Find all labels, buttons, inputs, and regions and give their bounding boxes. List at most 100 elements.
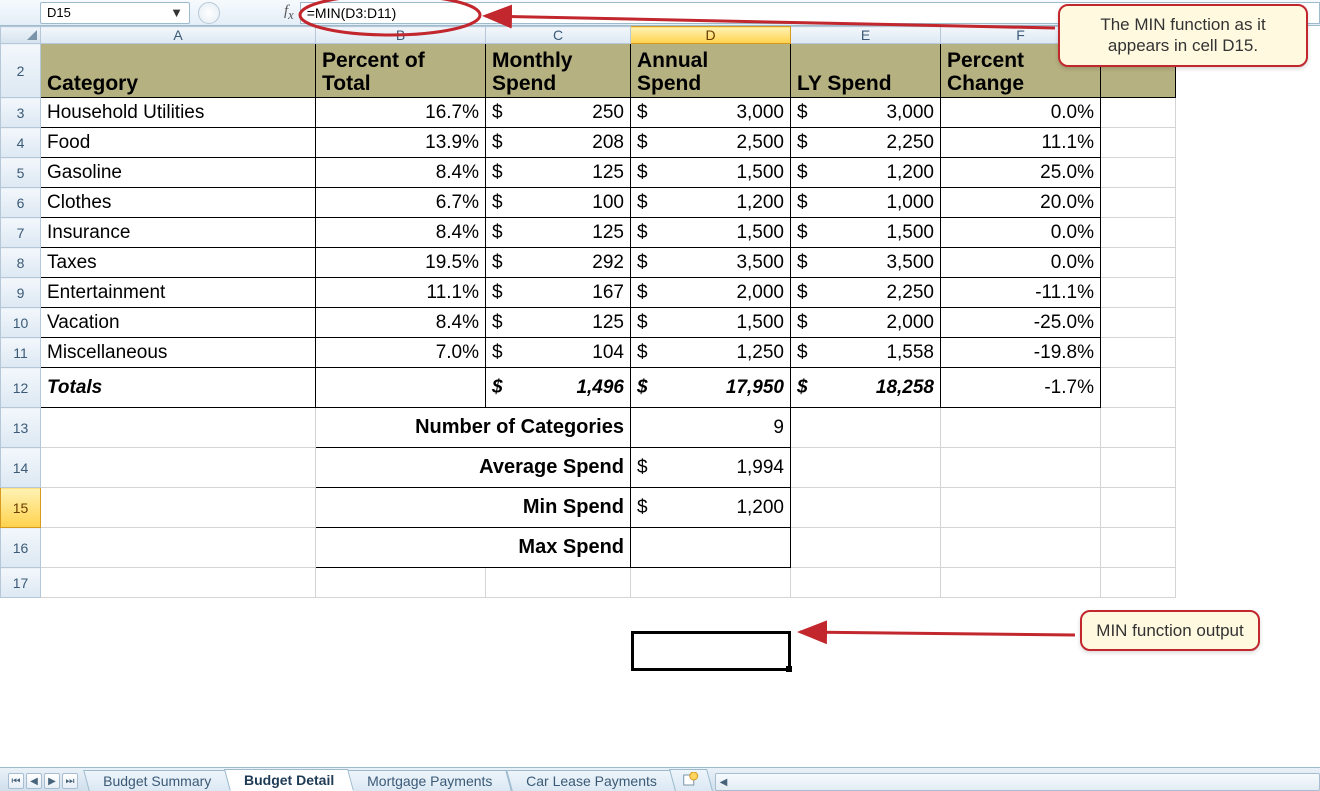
row-gutter-7[interactable]: 7	[1, 218, 41, 248]
cell-E13[interactable]	[791, 408, 941, 448]
new-sheet-tab[interactable]	[669, 769, 713, 791]
cell-D13[interactable]: 9	[631, 408, 791, 448]
cell-A14[interactable]	[41, 448, 316, 488]
cell-F9[interactable]: -11.1%	[941, 278, 1101, 308]
name-box[interactable]: D15 ▼	[40, 2, 190, 24]
cell-D11[interactable]: $1,250	[631, 338, 791, 368]
cell-G5[interactable]	[1101, 158, 1176, 188]
cell-C4[interactable]: $208	[486, 128, 631, 158]
cell-D5[interactable]: $1,500	[631, 158, 791, 188]
cell-B4[interactable]: 13.9%	[316, 128, 486, 158]
horizontal-scrollbar[interactable]: ◀	[715, 773, 1320, 791]
cell-A7[interactable]: Insurance	[41, 218, 316, 248]
cell-B3[interactable]: 16.7%	[316, 98, 486, 128]
cell-C5[interactable]: $125	[486, 158, 631, 188]
cell-A4[interactable]: Food	[41, 128, 316, 158]
cell-F16[interactable]	[941, 528, 1101, 568]
cell-E14[interactable]	[791, 448, 941, 488]
cell-B7[interactable]: 8.4%	[316, 218, 486, 248]
cell-A15[interactable]	[41, 488, 316, 528]
cell-D14[interactable]: $1,994	[631, 448, 791, 488]
col-head-C[interactable]: C	[486, 27, 631, 44]
sheet-tab-2[interactable]: Mortgage Payments	[348, 770, 513, 791]
cell-G15[interactable]	[1101, 488, 1176, 528]
tab-nav-prev-icon[interactable]: ◀	[26, 773, 42, 789]
cell-A17[interactable]	[41, 568, 316, 598]
cell-F6[interactable]: 20.0%	[941, 188, 1101, 218]
tab-nav-last-icon[interactable]: ⏭	[62, 773, 78, 789]
col-head-A[interactable]: A	[41, 27, 316, 44]
cell-C9[interactable]: $167	[486, 278, 631, 308]
col-head-B[interactable]: B	[316, 27, 486, 44]
cell-A9[interactable]: Entertainment	[41, 278, 316, 308]
cell-G4[interactable]	[1101, 128, 1176, 158]
cell-C12[interactable]: $1,496	[486, 368, 631, 408]
row-gutter-14[interactable]: 14	[1, 448, 41, 488]
fx-icon[interactable]: fx	[284, 3, 294, 23]
select-all-corner[interactable]	[1, 27, 41, 44]
cell-D3[interactable]: $3,000	[631, 98, 791, 128]
tab-nav-next-icon[interactable]: ▶	[44, 773, 60, 789]
row-gutter-16[interactable]: 16	[1, 528, 41, 568]
cell-D4[interactable]: $2,500	[631, 128, 791, 158]
cell-E7[interactable]: $1,500	[791, 218, 941, 248]
cell-B11[interactable]: 7.0%	[316, 338, 486, 368]
cell-B9[interactable]: 11.1%	[316, 278, 486, 308]
row-gutter-15[interactable]: 15	[1, 488, 41, 528]
cell-F5[interactable]: 25.0%	[941, 158, 1101, 188]
cell-G12[interactable]	[1101, 368, 1176, 408]
cell-G8[interactable]	[1101, 248, 1176, 278]
cell-F15[interactable]	[941, 488, 1101, 528]
sheet-tab-1[interactable]: Budget Detail	[224, 769, 354, 791]
cell-A11[interactable]: Miscellaneous	[41, 338, 316, 368]
cell-G14[interactable]	[1101, 448, 1176, 488]
cell-B10[interactable]: 8.4%	[316, 308, 486, 338]
cell-E6[interactable]: $1,000	[791, 188, 941, 218]
cell-E10[interactable]: $2,000	[791, 308, 941, 338]
cell-E12[interactable]: $18,258	[791, 368, 941, 408]
cell-F17[interactable]	[941, 568, 1101, 598]
sheet-tab-0[interactable]: Budget Summary	[83, 770, 231, 791]
header-4[interactable]: LY Spend	[791, 44, 941, 98]
cell-D6[interactable]: $1,200	[631, 188, 791, 218]
cell-F8[interactable]: 0.0%	[941, 248, 1101, 278]
row-gutter-12[interactable]: 12	[1, 368, 41, 408]
header-2[interactable]: MonthlySpend	[486, 44, 631, 98]
cell-G3[interactable]	[1101, 98, 1176, 128]
row-gutter-8[interactable]: 8	[1, 248, 41, 278]
cell-B8[interactable]: 19.5%	[316, 248, 486, 278]
cell-F12[interactable]: -1.7%	[941, 368, 1101, 408]
cell-F14[interactable]	[941, 448, 1101, 488]
row-gutter-13[interactable]: 13	[1, 408, 41, 448]
cell-F10[interactable]: -25.0%	[941, 308, 1101, 338]
cancel-formula-icon[interactable]	[198, 2, 220, 24]
cell-E9[interactable]: $2,250	[791, 278, 941, 308]
cell-C17[interactable]	[486, 568, 631, 598]
cell-B6[interactable]: 6.7%	[316, 188, 486, 218]
cell-C6[interactable]: $100	[486, 188, 631, 218]
row-gutter-9[interactable]: 9	[1, 278, 41, 308]
cell-D9[interactable]: $2,000	[631, 278, 791, 308]
cell-G11[interactable]	[1101, 338, 1176, 368]
cell-D10[interactable]: $1,500	[631, 308, 791, 338]
cell-F13[interactable]	[941, 408, 1101, 448]
cell-D17[interactable]	[631, 568, 791, 598]
cell-B5[interactable]: 8.4%	[316, 158, 486, 188]
row-gutter-3[interactable]: 3	[1, 98, 41, 128]
cell-E3[interactable]: $3,000	[791, 98, 941, 128]
header-1[interactable]: Percent ofTotal	[316, 44, 486, 98]
cell-D15[interactable]: $1,200	[631, 488, 791, 528]
header-0[interactable]: Category	[41, 44, 316, 98]
sheet-tab-3[interactable]: Car Lease Payments	[506, 770, 676, 791]
cell-G7[interactable]	[1101, 218, 1176, 248]
name-box-dropdown-icon[interactable]: ▼	[170, 5, 183, 20]
cell-C10[interactable]: $125	[486, 308, 631, 338]
cell-D8[interactable]: $3,500	[631, 248, 791, 278]
cell-D16[interactable]	[631, 528, 791, 568]
summary-label-14[interactable]: Average Spend	[316, 448, 631, 488]
cell-F7[interactable]: 0.0%	[941, 218, 1101, 248]
row-gutter-11[interactable]: 11	[1, 338, 41, 368]
cell-G10[interactable]	[1101, 308, 1176, 338]
header-3[interactable]: AnnualSpend	[631, 44, 791, 98]
cell-E11[interactable]: $1,558	[791, 338, 941, 368]
